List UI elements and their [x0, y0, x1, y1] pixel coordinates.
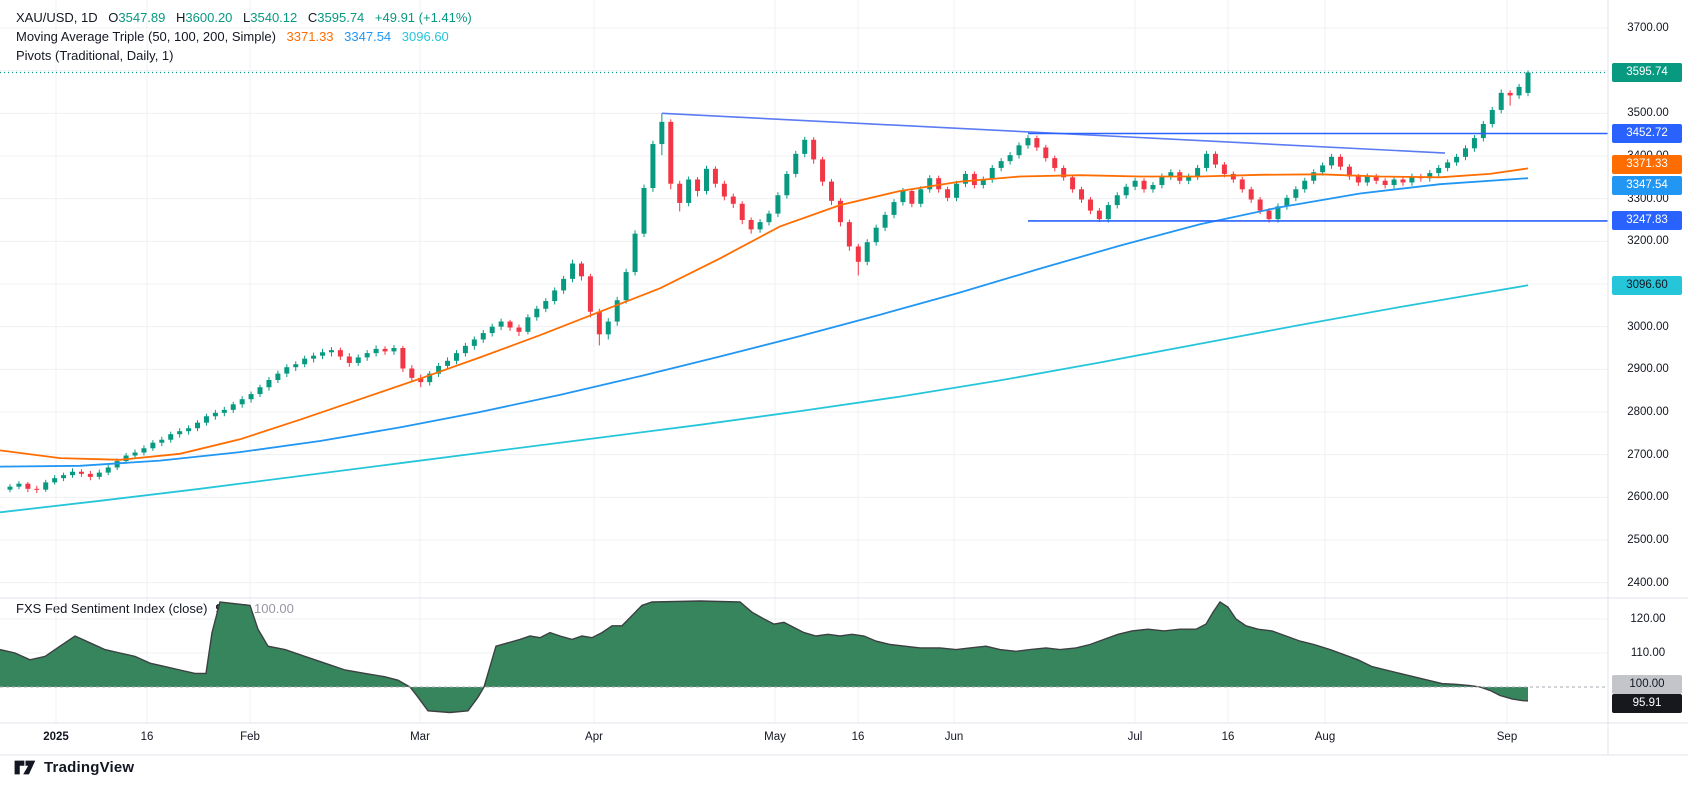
- price-axis-label: 3700.00: [1627, 22, 1669, 34]
- time-axis-label: Sep: [1496, 731, 1518, 743]
- sentiment-base-badge: 100.00: [1612, 674, 1682, 694]
- time-axis-label: May: [764, 731, 786, 743]
- change-value: +49.91 (+1.41%): [374, 10, 472, 25]
- sentiment-last-badge: 95.91: [1612, 694, 1682, 714]
- time-axis-label: 2025: [43, 731, 69, 743]
- time-axis-label: 16: [1221, 731, 1235, 743]
- high-label: H: [176, 10, 186, 25]
- pivot-s-badge: 3247.83: [1612, 211, 1682, 231]
- time-axis-label: 16: [851, 731, 865, 743]
- pivots-title: Pivots (Traditional, Daily, 1): [16, 48, 174, 63]
- sma100-badge: 3347.54: [1612, 175, 1682, 195]
- last-price-badge: 3595.74: [1612, 62, 1682, 82]
- indicator-base-value: 100.00: [254, 601, 294, 616]
- time-axis-label: Jun: [944, 731, 964, 743]
- sma200-badge: 3096.60: [1612, 275, 1682, 295]
- symbol-title: XAU/USD, 1D: [16, 10, 98, 25]
- price-axis-label: 3300.00: [1627, 192, 1669, 205]
- sma50-line: [0, 167, 1529, 461]
- sma100-value: 3347.54: [344, 29, 392, 44]
- time-axis-label: Feb: [240, 731, 260, 743]
- symbol-legend-row[interactable]: XAU/USD, 1D O3547.89 H3600.20 L3540.12 C…: [16, 8, 472, 27]
- close-value: 3595.74: [317, 10, 365, 25]
- sma100-line: [0, 177, 1529, 468]
- price-axis-label: 2600.00: [1627, 491, 1669, 504]
- indicator-axis-label: 120.00: [1630, 613, 1666, 625]
- candlestick-series: [7, 70, 1531, 494]
- time-axis-label: Apr: [585, 731, 603, 743]
- brand-name: TradingView: [44, 759, 135, 776]
- price-axis-label: 2700.00: [1627, 448, 1669, 461]
- indicator-title: FXS Fed Sentiment Index (close): [16, 601, 208, 616]
- ma-title: Moving Average Triple (50, 100, 200, Sim…: [16, 29, 276, 44]
- sma200-line: [0, 284, 1529, 514]
- price-axis-label: 2900.00: [1627, 363, 1669, 376]
- price-axis-label: 2800.00: [1627, 406, 1669, 418]
- time-axis-label: Mar: [410, 731, 430, 743]
- sentiment-area-series: [0, 600, 1608, 714]
- sma50-badge: 3371.33: [1612, 154, 1682, 174]
- sma200-value: 3096.60: [401, 29, 449, 44]
- indicator-axis-label: 110.00: [1630, 647, 1666, 659]
- price-axis-label: 2500.00: [1627, 534, 1669, 546]
- open-label: O: [108, 10, 119, 25]
- time-axis-label: 16: [140, 731, 154, 743]
- low-value: 3540.12: [250, 10, 298, 25]
- open-value: 3547.89: [118, 10, 166, 25]
- pivot-r-badge: 3452.72: [1612, 124, 1682, 143]
- time-scale[interactable]: 2025 16 Feb Mar Apr May 16 Jun Jul 16 Aug Sep: [0, 723, 1608, 755]
- price-scale[interactable]: 3700.003500.003400.003300.003200.003000.…: [1608, 0, 1688, 755]
- close-label: C: [307, 10, 318, 25]
- tradingview-logo-icon: [14, 760, 36, 775]
- gridlines: [0, 0, 1608, 723]
- footer-branding[interactable]: TradingView: [14, 757, 134, 778]
- time-axis-label: Jul: [1127, 731, 1143, 743]
- low-label: L: [243, 10, 251, 25]
- pivots-legend-row[interactable]: Pivots (Traditional, Daily, 1): [16, 46, 472, 65]
- high-value: 3600.20: [185, 10, 233, 25]
- sentiment-positive-fill: [0, 601, 1528, 713]
- ma-legend-row[interactable]: Moving Average Triple (50, 100, 200, Sim…: [16, 27, 472, 46]
- sma50-value: 3371.33: [286, 29, 334, 44]
- price-axis-label: 3000.00: [1627, 320, 1669, 333]
- main-legend: XAU/USD, 1D O3547.89 H3600.20 L3540.12 C…: [16, 8, 472, 65]
- price-axis-label: 3200.00: [1627, 235, 1669, 248]
- price-axis-label: 3500.00: [1627, 107, 1669, 120]
- time-axis-label: Aug: [1314, 731, 1336, 743]
- price-axis-label: 2400.00: [1627, 576, 1669, 589]
